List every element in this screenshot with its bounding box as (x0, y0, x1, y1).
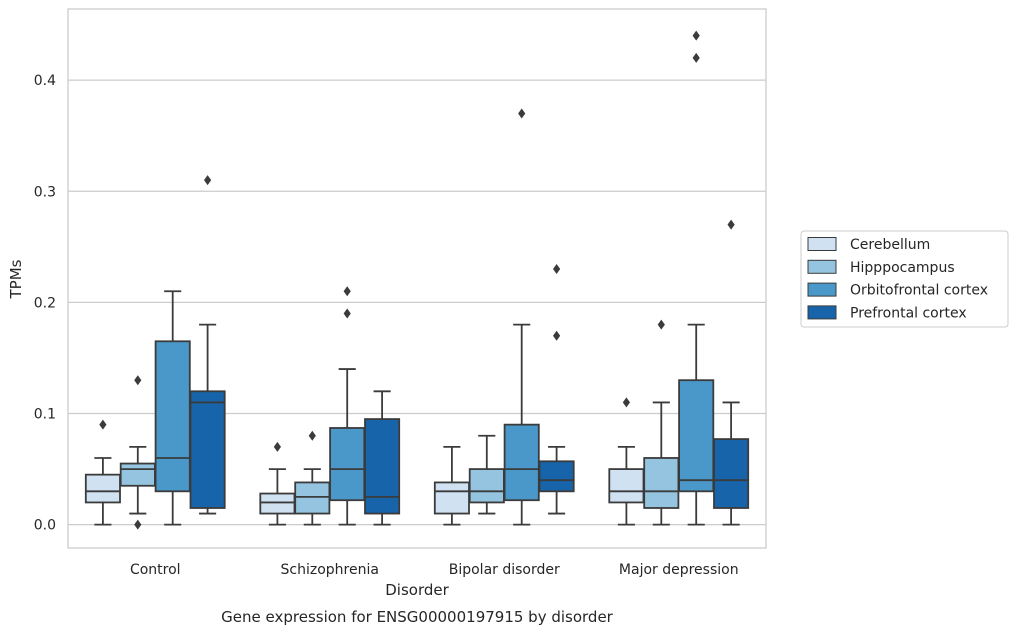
y-tick-label: 0.1 (34, 407, 56, 423)
box (329, 427, 366, 502)
box (538, 460, 575, 493)
legend: Cerebellum Hipppocampus Orbitofrontal cort… (800, 230, 1009, 328)
box (713, 438, 750, 509)
plot-frame (67, 8, 767, 549)
x-tick-labels: Control Schizophrenia Bipolar disorder Majo… (130, 562, 739, 578)
legend-label: Prefrontal cortex (850, 305, 967, 321)
x-axis-title: Disorder (385, 581, 449, 599)
legend-swatch (807, 305, 837, 320)
outlier-point (553, 330, 561, 341)
x-tick-label: Control (130, 562, 181, 578)
legend-swatch (807, 237, 837, 251)
box (608, 468, 645, 504)
x-tick-label: Major depression (619, 562, 739, 578)
box (433, 481, 470, 515)
legend-label: Orbitofrontal cortex (850, 283, 988, 299)
y-tick-label: 0.4 (34, 73, 56, 89)
outlier-point (343, 308, 351, 319)
outlier-point (692, 30, 700, 41)
box (364, 418, 401, 515)
outlier-point (692, 52, 700, 63)
x-tick-label: Schizophrenia (281, 562, 379, 578)
legend-frame (800, 230, 1009, 328)
y-tick-labels: 0.0 0.1 0.2 0.3 0.4 (34, 73, 56, 534)
outlier-point (308, 430, 316, 441)
legend-swatch (807, 259, 837, 274)
chart-caption: Gene expression for ENSG00000197915 by d… (221, 608, 614, 626)
outlier-point (343, 286, 351, 297)
outlier-point (204, 175, 212, 186)
y-tick-label: 0.0 (34, 518, 56, 534)
box (189, 390, 226, 509)
legend-label: Cerebellum (850, 237, 930, 253)
series-prefrontal-cortex (189, 175, 750, 526)
box (259, 492, 296, 515)
x-tick-label: Bipolar disorder (449, 562, 560, 578)
y-axis-title: TPMs (7, 259, 25, 299)
outlier-point (134, 519, 142, 530)
legend-swatch (807, 282, 837, 297)
box (643, 457, 680, 509)
box (154, 340, 191, 493)
outlier-point (99, 419, 107, 430)
box-series (84, 30, 750, 530)
box (84, 473, 121, 504)
outlier-point (134, 375, 142, 386)
series-cerebellum (84, 397, 645, 526)
outlier-point (518, 108, 526, 119)
legend-label: Hipppocampus (850, 260, 955, 276)
box (119, 462, 156, 487)
outlier-point (622, 397, 630, 408)
outlier-point (273, 441, 281, 452)
box (468, 468, 505, 504)
series-orbitofrontal-cortex (154, 30, 715, 526)
y-tick-label: 0.2 (34, 295, 56, 311)
box (503, 423, 540, 502)
outlier-point (727, 219, 735, 230)
box (294, 481, 331, 515)
legend-items: Cerebellum Hipppocampus Orbitofrontal cort… (807, 237, 988, 321)
y-tick-label: 0.3 (34, 184, 56, 200)
outlier-point (657, 319, 665, 330)
outlier-point (553, 264, 561, 275)
box (678, 379, 715, 493)
